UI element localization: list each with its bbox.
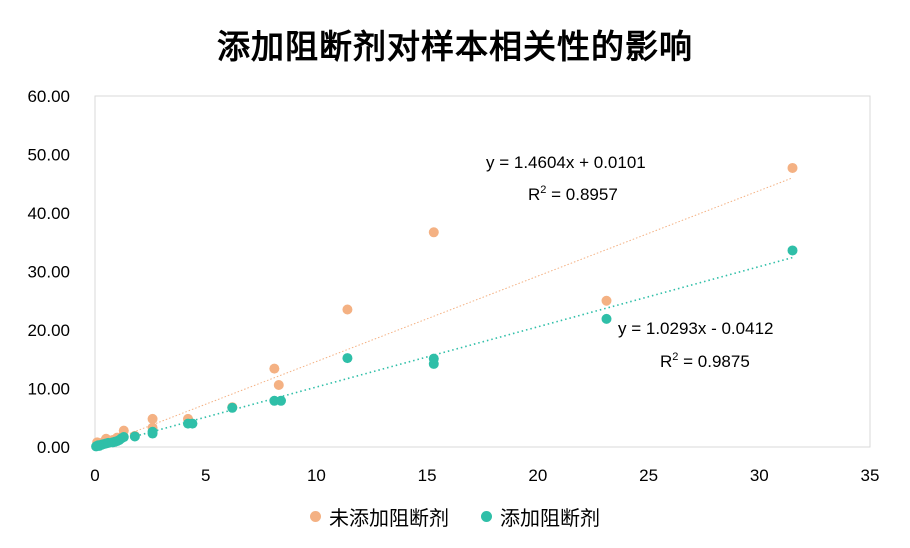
y-axis-ticks: 0.00 10.00 20.00 30.00 40.00 50.00 60.00 — [27, 87, 70, 457]
x-tick-label: 25 — [639, 466, 658, 485]
r2-letter: R — [660, 352, 672, 371]
x-tick-label: 20 — [528, 466, 547, 485]
trendline-treated — [95, 256, 793, 448]
y-tick-label: 60.00 — [27, 87, 70, 106]
legend-item-treated: 添加阻断剂 — [481, 502, 600, 531]
x-tick-label: 0 — [90, 466, 99, 485]
data-point-untreated — [342, 304, 353, 315]
data-point-untreated — [269, 363, 280, 374]
y-tick-label: 40.00 — [27, 204, 70, 223]
y-tick-label: 0.00 — [37, 438, 70, 457]
legend-item-untreated: 未添加阻断剂 — [310, 502, 449, 531]
data-point-untreated — [147, 413, 158, 424]
r2-superscript: 2 — [672, 351, 678, 363]
r2-value: = 0.8957 — [546, 185, 617, 204]
data-point-treated — [118, 432, 129, 443]
data-point-treated — [601, 313, 612, 324]
x-tick-label: 10 — [307, 466, 326, 485]
r2-superscript: 2 — [540, 184, 546, 196]
plot-area-border — [94, 95, 871, 448]
data-point-treated — [187, 418, 198, 429]
y-tick-label: 10.00 — [27, 380, 70, 399]
x-tick-label: 15 — [418, 466, 437, 485]
data-point-untreated — [273, 379, 284, 390]
y-tick-label: 50.00 — [27, 146, 70, 165]
data-point-treated — [787, 245, 798, 256]
trendline-equation-untreated: y = 1.4604x + 0.0101 — [486, 153, 646, 172]
trendline-equation-treated: y = 1.0293x - 0.0412 — [618, 319, 773, 338]
trendlines — [95, 177, 793, 448]
y-tick-label: 20.00 — [27, 321, 70, 340]
r2-value: = 0.9875 — [678, 352, 749, 371]
data-point-treated — [276, 395, 286, 406]
data-points — [91, 162, 798, 452]
r2-letter: R — [528, 185, 540, 204]
trendline-r2-untreated: R2 = 0.8957 — [528, 184, 618, 204]
chart-title: 添加阻断剂对样本相关性的影响 — [217, 27, 693, 66]
x-tick-label: 30 — [750, 466, 769, 485]
data-point-treated — [342, 353, 353, 364]
legend-marker-treated — [481, 511, 492, 522]
data-point-treated — [428, 353, 439, 364]
data-point-treated — [147, 426, 158, 437]
trendline-untreated — [97, 177, 793, 447]
trendline-r2-treated: R2 = 0.9875 — [660, 351, 750, 371]
x-axis-ticks: 0 5 10 15 20 25 30 35 — [90, 466, 879, 485]
legend-label-untreated: 未添加阻断剂 — [329, 506, 449, 530]
data-point-untreated — [428, 227, 439, 238]
x-tick-label: 5 — [201, 466, 210, 485]
data-point-treated — [129, 431, 140, 442]
data-point-treated — [227, 402, 238, 413]
x-tick-label: 35 — [861, 466, 880, 485]
legend-label-treated: 添加阻断剂 — [500, 506, 600, 530]
legend-marker-untreated — [310, 511, 321, 522]
legend: 未添加阻断剂 添加阻断剂 — [0, 502, 910, 531]
y-tick-label: 30.00 — [27, 263, 70, 282]
data-point-untreated — [787, 162, 798, 173]
data-point-untreated — [601, 295, 612, 306]
